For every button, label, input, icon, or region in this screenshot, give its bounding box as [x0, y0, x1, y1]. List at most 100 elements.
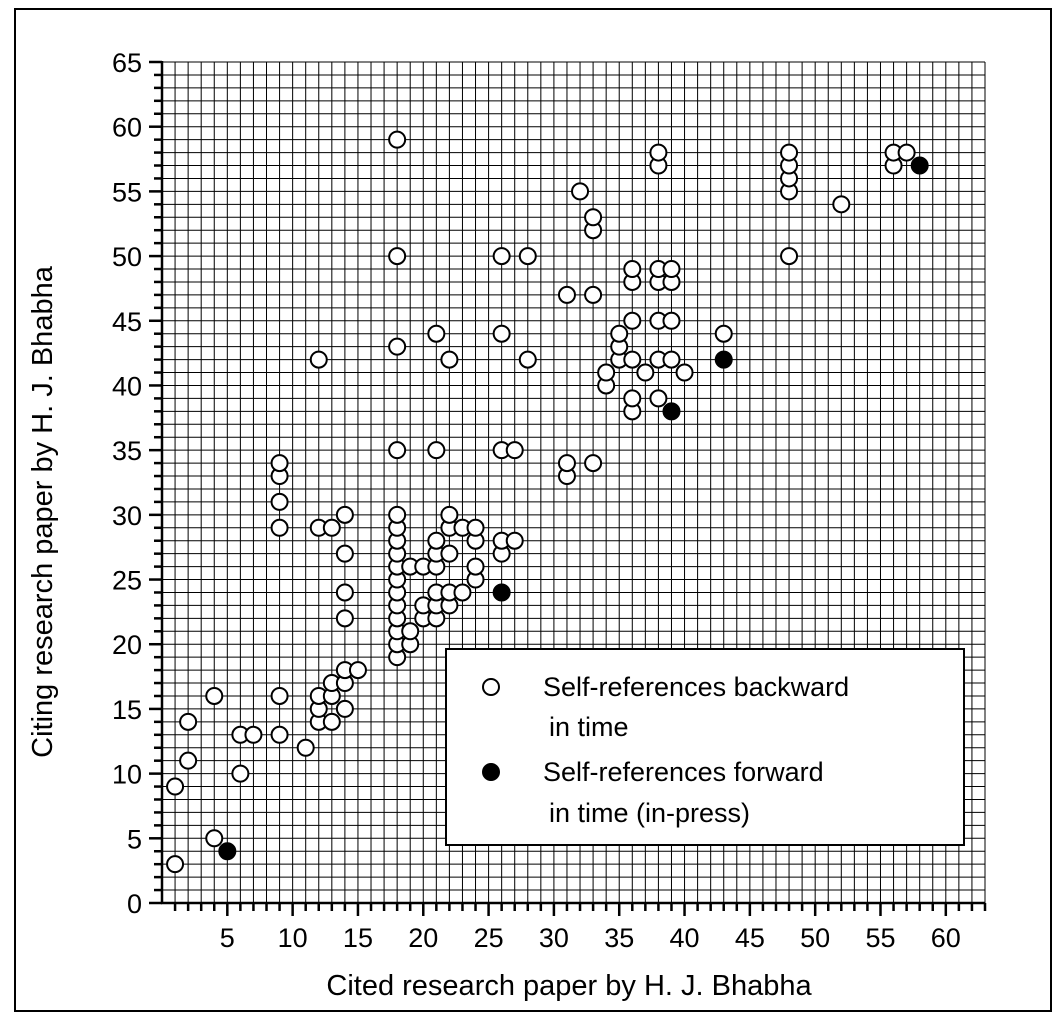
point-backward: [205, 686, 224, 705]
point-backward: [335, 505, 354, 524]
point-backward: [649, 143, 668, 162]
point-backward: [492, 247, 511, 266]
x-tick-label: 55: [865, 923, 895, 953]
y-tick-label: 5: [127, 824, 142, 854]
point-backward: [270, 492, 289, 511]
x-tick-label: 60: [931, 923, 961, 953]
point-backward: [597, 363, 616, 382]
tick-labels: 5 10 15 20 25 30 35 40 45 50 55 60 0 5 10 15 20 25 30 35 40 4…: [112, 48, 961, 953]
point-backward: [897, 143, 916, 162]
point-backward: [427, 441, 446, 460]
point-backward: [492, 324, 511, 343]
point-backward: [166, 777, 185, 796]
legend-marker-forward: [482, 763, 500, 781]
point-backward: [296, 738, 315, 757]
point-backward: [179, 751, 198, 770]
point-backward: [388, 337, 407, 356]
y-tick-label: 55: [112, 177, 142, 207]
point-backward: [388, 247, 407, 266]
y-tick-label: 40: [112, 371, 142, 401]
point-backward: [322, 712, 341, 731]
point-backward: [518, 247, 537, 266]
point-backward: [505, 531, 524, 550]
point-backward: [427, 531, 446, 550]
x-tick-label: 40: [670, 923, 700, 953]
y-tick-label: 50: [112, 242, 142, 272]
y-tick-label: 65: [112, 48, 142, 78]
point-backward: [348, 661, 367, 680]
point-backward: [780, 247, 799, 266]
point-backward: [401, 622, 420, 641]
legend-label-forward-line1: Self-references forward: [543, 757, 824, 787]
point-backward: [309, 350, 328, 369]
point-backward: [335, 583, 354, 602]
point-backward: [270, 454, 289, 473]
point-backward: [466, 518, 485, 537]
point-backward: [388, 130, 407, 149]
point-backward: [584, 285, 603, 304]
point-forward: [492, 583, 511, 602]
y-tick-label: 15: [112, 695, 142, 725]
point-backward: [636, 363, 655, 382]
point-backward: [662, 260, 681, 279]
point-backward: [780, 143, 799, 162]
point-backward: [270, 686, 289, 705]
point-backward: [244, 725, 263, 744]
point-backward: [335, 699, 354, 718]
x-axis-title: Cited research paper by H. J. Bhabha: [326, 970, 812, 1002]
x-tick-label: 5: [220, 923, 235, 953]
point-backward: [440, 505, 459, 524]
point-backward: [453, 583, 472, 602]
point-backward: [270, 518, 289, 537]
point-backward: [466, 557, 485, 576]
point-forward: [714, 350, 733, 369]
point-backward: [649, 389, 668, 408]
x-tick-label: 20: [408, 923, 438, 953]
point-backward: [335, 609, 354, 628]
y-tick-label: 45: [112, 307, 142, 337]
point-backward: [518, 350, 537, 369]
point-backward: [179, 712, 198, 731]
data-points: [166, 130, 929, 874]
y-tick-label: 25: [112, 566, 142, 596]
point-forward: [662, 402, 681, 421]
point-backward: [662, 311, 681, 330]
point-backward: [557, 285, 576, 304]
point-backward: [623, 311, 642, 330]
point-backward: [427, 324, 446, 343]
point-backward: [322, 518, 341, 537]
y-tick-label: 30: [112, 501, 142, 531]
point-backward: [623, 260, 642, 279]
axes: [149, 60, 987, 916]
point-backward: [505, 441, 524, 460]
x-tick-label: 50: [800, 923, 830, 953]
x-tick-label: 35: [604, 923, 634, 953]
point-backward: [440, 544, 459, 563]
point-backward: [584, 208, 603, 227]
legend: Self-references backward in time Self-re…: [445, 648, 965, 846]
y-tick-label: 10: [112, 760, 142, 790]
x-tick-label: 15: [343, 923, 373, 953]
point-backward: [610, 324, 629, 343]
y-tick-label: 0: [127, 889, 142, 919]
x-tick-label: 30: [539, 923, 569, 953]
point-backward: [571, 182, 590, 201]
point-backward: [832, 195, 851, 214]
point-backward: [584, 454, 603, 473]
point-backward: [166, 855, 185, 874]
point-backward: [270, 725, 289, 744]
legend-label-backward-line2: in time: [549, 712, 629, 742]
point-forward: [218, 842, 237, 861]
point-backward: [675, 363, 694, 382]
point-backward: [205, 829, 224, 848]
point-backward: [335, 544, 354, 563]
x-tick-label: 45: [735, 923, 765, 953]
point-backward: [440, 350, 459, 369]
legend-label-forward-line2: in time (in-press): [549, 798, 750, 828]
point-backward: [623, 389, 642, 408]
point-backward: [557, 454, 576, 473]
point-backward: [388, 505, 407, 524]
legend-marker-backward: [482, 678, 500, 696]
point-forward: [910, 156, 929, 175]
